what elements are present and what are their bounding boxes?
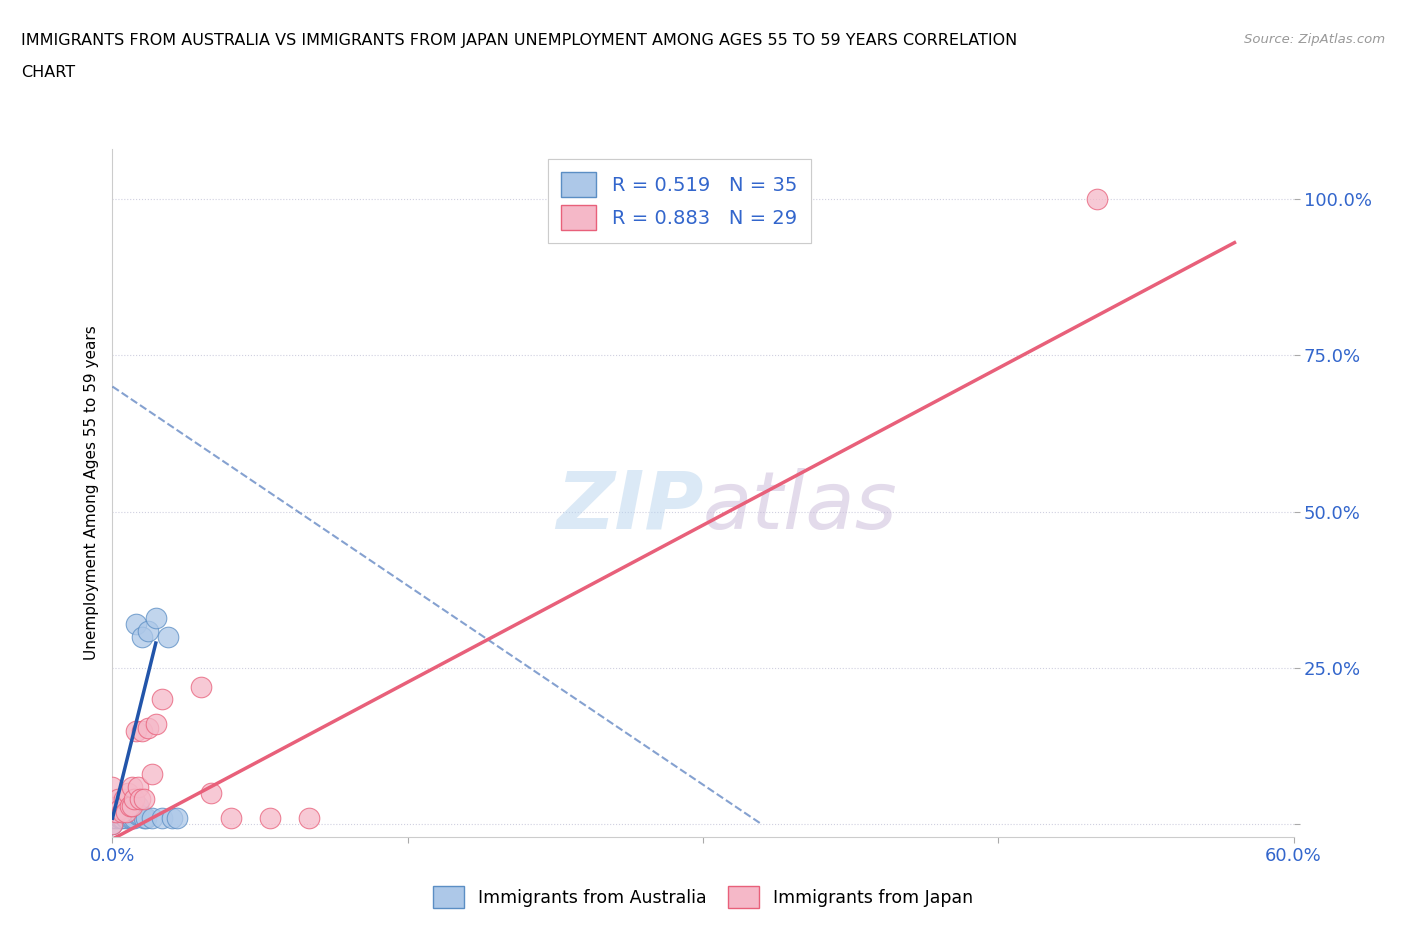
- Legend: R = 0.519   N = 35, R = 0.883   N = 29: R = 0.519 N = 35, R = 0.883 N = 29: [548, 158, 811, 244]
- Point: [150, 692, 173, 707]
- Point: [107, 792, 129, 807]
- Point: [101, 804, 124, 819]
- Point: [115, 811, 138, 826]
- Legend: Immigrants from Australia, Immigrants from Japan: Immigrants from Australia, Immigrants fr…: [425, 877, 981, 917]
- Point: [150, 811, 173, 826]
- Point: [129, 792, 152, 807]
- Text: atlas: atlas: [703, 468, 898, 546]
- Point: [219, 811, 242, 826]
- Point: [141, 767, 163, 782]
- Point: [111, 804, 134, 819]
- Point: [132, 811, 155, 826]
- Point: [111, 804, 134, 819]
- Point: [110, 811, 132, 826]
- Point: [101, 807, 124, 822]
- Point: [160, 811, 183, 826]
- Point: [101, 817, 124, 832]
- Point: [121, 811, 143, 826]
- Point: [125, 617, 148, 631]
- Point: [136, 720, 159, 735]
- Point: [107, 804, 129, 819]
- Point: [141, 811, 163, 826]
- Point: [101, 802, 124, 817]
- Point: [117, 804, 139, 819]
- Point: [131, 630, 153, 644]
- Point: [107, 807, 129, 822]
- Point: [122, 811, 145, 826]
- Point: [120, 798, 142, 813]
- Y-axis label: Unemployment Among Ages 55 to 59 years: Unemployment Among Ages 55 to 59 years: [83, 326, 98, 660]
- Point: [117, 786, 139, 801]
- Point: [127, 779, 149, 794]
- Point: [112, 792, 135, 807]
- Point: [298, 811, 321, 826]
- Point: [156, 630, 179, 644]
- Point: [166, 811, 188, 826]
- Point: [101, 811, 124, 826]
- Point: [101, 817, 124, 832]
- Point: [129, 807, 152, 822]
- Point: [105, 804, 128, 819]
- Point: [132, 792, 155, 807]
- Point: [117, 807, 139, 822]
- Point: [115, 804, 138, 819]
- Point: [101, 798, 124, 813]
- Point: [125, 804, 148, 819]
- Text: CHART: CHART: [21, 65, 75, 80]
- Point: [125, 724, 148, 738]
- Point: [105, 811, 128, 826]
- Point: [190, 680, 212, 695]
- Point: [120, 811, 142, 826]
- Point: [145, 611, 167, 626]
- Point: [200, 786, 222, 801]
- Text: Source: ZipAtlas.com: Source: ZipAtlas.com: [1244, 33, 1385, 46]
- Point: [127, 807, 149, 822]
- Point: [145, 717, 167, 732]
- Point: [1085, 192, 1108, 206]
- Point: [111, 811, 134, 826]
- Point: [122, 792, 145, 807]
- Text: IMMIGRANTS FROM AUSTRALIA VS IMMIGRANTS FROM JAPAN UNEMPLOYMENT AMONG AGES 55 TO: IMMIGRANTS FROM AUSTRALIA VS IMMIGRANTS …: [21, 33, 1018, 47]
- Point: [121, 798, 143, 813]
- Point: [112, 807, 135, 822]
- Point: [135, 811, 157, 826]
- Point: [101, 779, 124, 794]
- Point: [121, 779, 143, 794]
- Point: [127, 798, 149, 813]
- Point: [131, 724, 153, 738]
- Point: [136, 623, 159, 638]
- Point: [259, 811, 281, 826]
- Point: [121, 798, 143, 813]
- Point: [110, 802, 132, 817]
- Text: ZIP: ZIP: [555, 468, 703, 546]
- Point: [121, 804, 143, 819]
